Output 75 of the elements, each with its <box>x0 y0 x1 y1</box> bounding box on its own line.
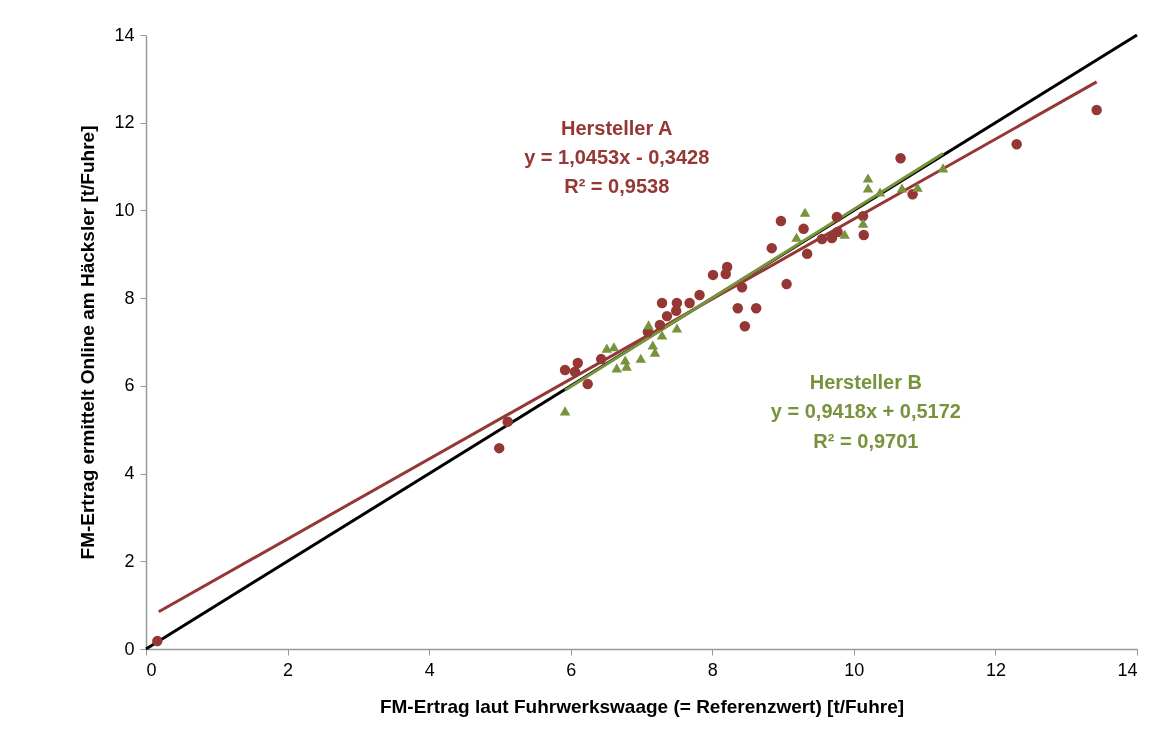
x-tick-label: 4 <box>424 659 435 680</box>
point <box>736 281 748 293</box>
point <box>670 305 682 317</box>
point <box>559 364 571 376</box>
point <box>937 163 949 173</box>
point <box>781 278 792 290</box>
x-tick-label: 8 <box>707 659 718 680</box>
text: Hersteller A <box>560 116 673 139</box>
x-tick-label: 0 <box>146 659 157 680</box>
y-axis-title: FM-Ertrag ermittelt Online am Häcksler [t/Fuhre] <box>77 125 99 560</box>
y-tick-label: 10 <box>114 199 135 220</box>
y-tick-label: 0 <box>124 638 135 659</box>
point <box>857 218 869 228</box>
point <box>766 242 777 254</box>
point <box>862 183 874 193</box>
point <box>831 211 843 223</box>
point <box>661 310 673 322</box>
x-tick-label: 12 <box>985 659 1006 680</box>
x-tick-label: 2 <box>283 659 294 680</box>
point <box>654 319 666 331</box>
point <box>647 340 659 350</box>
point <box>656 297 668 309</box>
point <box>739 320 751 332</box>
y-tick-label: 6 <box>124 375 135 396</box>
point <box>720 268 731 280</box>
point <box>643 320 654 330</box>
point <box>839 229 850 239</box>
x-axis-title: FM-Ertrag laut Fuhrwerkswaage (= Referenzwert) [t/Fuhre] <box>379 695 905 717</box>
point <box>801 248 813 260</box>
annotation: R² = 0,9538 <box>564 175 670 198</box>
point <box>732 303 744 314</box>
point <box>595 353 607 365</box>
y-tick-label: 14 <box>114 24 135 45</box>
point <box>572 357 584 369</box>
annotation: R² = 0,9701 <box>813 429 919 452</box>
x-tick-label: 10 <box>844 659 865 680</box>
point <box>798 223 809 235</box>
text: Hersteller B <box>809 371 923 394</box>
y-tick-label: 2 <box>124 550 135 571</box>
point <box>635 353 647 363</box>
point <box>611 363 622 373</box>
point <box>493 442 505 454</box>
point <box>569 366 581 378</box>
point <box>1091 104 1102 116</box>
annotation: y = 1,0453x - 0,3428 <box>524 146 710 169</box>
point <box>826 232 838 244</box>
point <box>775 215 787 227</box>
point <box>862 173 874 183</box>
x-tick-label: 6 <box>566 659 577 680</box>
y-tick-label: 8 <box>124 287 135 308</box>
point <box>912 182 923 192</box>
point <box>582 378 593 390</box>
point <box>896 183 908 193</box>
point <box>502 416 513 428</box>
point <box>791 232 802 242</box>
y-tick-label: 12 <box>114 112 135 133</box>
point <box>707 269 719 281</box>
point <box>858 229 870 241</box>
point <box>684 297 695 309</box>
point <box>152 635 163 647</box>
y-tick-label: 4 <box>124 463 135 484</box>
point <box>671 323 683 333</box>
point <box>601 343 613 353</box>
point <box>799 207 811 217</box>
point <box>656 330 668 340</box>
point <box>895 153 906 164</box>
point <box>816 233 828 245</box>
annotation: y = 0,9418x + 0,5172 <box>770 400 961 423</box>
point <box>832 226 843 238</box>
point <box>559 406 571 416</box>
x-tick-label: 14 <box>1117 659 1138 680</box>
point <box>857 210 869 222</box>
point <box>750 303 762 314</box>
point <box>694 289 705 301</box>
point <box>1011 138 1022 150</box>
